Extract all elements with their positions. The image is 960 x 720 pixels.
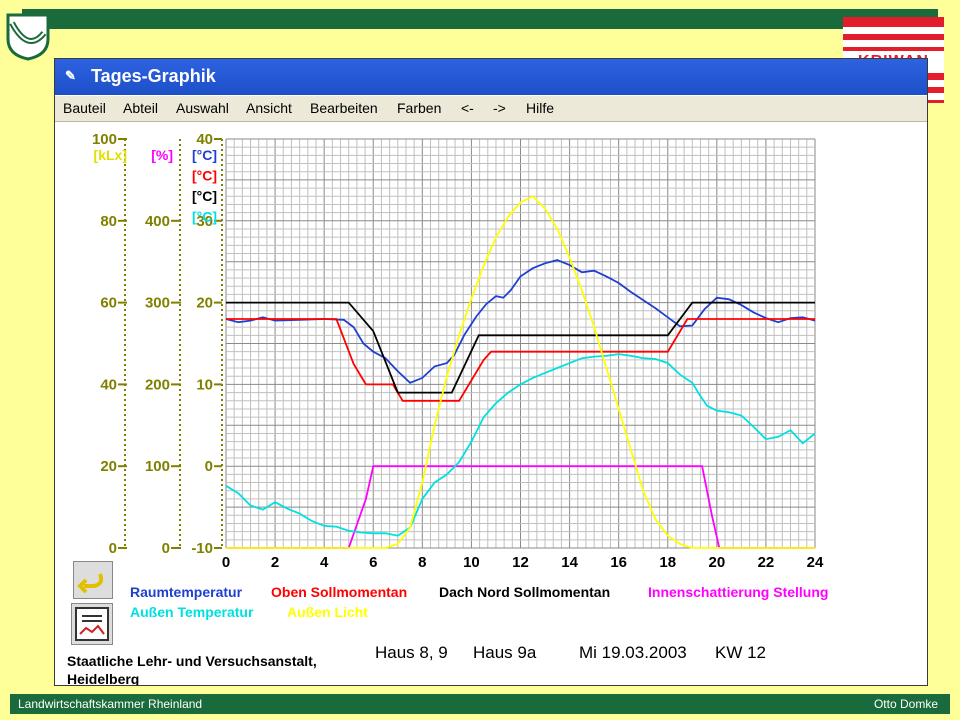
report-chart-icon (75, 607, 109, 641)
temp-tick-label: -10 (191, 540, 213, 557)
footer-left: Landwirtschaftskammer Rheinland (18, 697, 203, 711)
percent-tick-label: 400 (145, 213, 170, 230)
house2-label: Haus 9a (473, 643, 537, 662)
klx-tick-label: 100 (92, 131, 117, 148)
klx-unit-label: [kLx] (94, 147, 127, 163)
x-tick-label: 14 (561, 554, 578, 571)
series-line-oben-sollmomentan (226, 318, 815, 402)
window-title: Tages-Graphik (91, 66, 216, 86)
temp-unit-label: [°C] (192, 209, 217, 225)
menu-bearbeiten[interactable]: Bearbeiten (310, 100, 378, 116)
x-tick-label: 20 (708, 554, 725, 571)
percent-unit-label: [%] (151, 147, 173, 163)
legend-item: Innenschattierung Stellung (648, 584, 828, 600)
footer-right: Otto Domke (873, 697, 938, 711)
klx-tick-label: 0 (109, 540, 117, 557)
x-tick-label: 4 (320, 554, 329, 571)
percent-tick-label: 0 (162, 540, 170, 557)
top-band (22, 9, 938, 29)
temp-unit-label: [°C] (192, 188, 217, 204)
series-line-au-en-licht (226, 195, 815, 549)
menu-auswahl[interactable]: Auswahl (176, 100, 229, 116)
x-tick-label: 10 (463, 554, 480, 571)
legend-item: Raumtemperatur (130, 584, 243, 600)
percent-tick-label: 200 (145, 376, 170, 393)
bottom-band: Landwirtschaftskammer Rheinland Otto Dom… (10, 694, 950, 714)
temp-tick-label: 20 (196, 295, 213, 312)
menu-bar: Bauteil Abteil Auswahl Ansicht Bearbeite… (55, 96, 927, 122)
back-button[interactable] (73, 561, 113, 599)
week-label: KW 12 (715, 643, 767, 662)
menu-back[interactable]: <- (461, 100, 474, 116)
legend-item: Dach Nord Sollmomentan (439, 584, 610, 600)
menu-farben[interactable]: Farben (397, 100, 442, 116)
x-tick-label: 2 (271, 554, 279, 571)
x-tick-label: 6 (369, 554, 377, 571)
klx-tick-label: 60 (100, 295, 117, 312)
klx-tick-label: 40 (100, 376, 117, 393)
legend-item: Außen Temperatur (130, 604, 254, 620)
x-tick-label: 0 (222, 554, 230, 571)
undo-arrow-icon (77, 573, 104, 594)
app-icon: ✎ (65, 68, 76, 83)
legend-item: Oben Sollmomentan (271, 584, 407, 600)
x-tick-label: 16 (610, 554, 627, 571)
series-line-innenschattierung-stellung (226, 465, 815, 549)
date-label: Mi 19.03.2003 (579, 643, 687, 662)
series-line-raumtemperatur (225, 259, 816, 384)
menu-bauteil[interactable]: Bauteil (63, 100, 106, 116)
day-chart: 0 2 4 6 8 10 12 14 16 18 20 22 240204060801000100200… (92, 131, 829, 620)
menu-ansicht[interactable]: Ansicht (246, 100, 292, 116)
window-titlebar: ✎ Tages-Graphik (55, 59, 927, 95)
temp-tick-label: 10 (196, 376, 213, 393)
temp-tick-label: 30 (196, 213, 213, 230)
house-label: Haus 8, 9 (375, 643, 448, 662)
institution-line2: Heidelberg (67, 671, 140, 686)
report-button[interactable] (71, 603, 113, 645)
series-line-au-en-temperatur (225, 353, 816, 537)
menu-forward[interactable]: -> (493, 100, 506, 116)
temp-unit-label: [°C] (192, 147, 217, 163)
temp-tick-label: 40 (196, 131, 213, 148)
coat-of-arms-icon (6, 13, 50, 61)
x-tick-label: 8 (418, 554, 426, 571)
series-line-dach-nord-sollmomentan (226, 301, 815, 394)
institution-line1: Staatliche Lehr- und Versuchsanstalt, (67, 653, 317, 669)
klx-tick-label: 80 (100, 213, 117, 230)
menu-hilfe[interactable]: Hilfe (526, 100, 555, 116)
x-tick-label: 12 (512, 554, 529, 571)
x-tick-label: 18 (659, 554, 676, 571)
menu-abteil[interactable]: Abteil (123, 100, 159, 116)
chart-window: ✎ Tages-Graphik Bauteil Abteil Auswahl A… (54, 58, 928, 686)
temp-unit-label: [°C] (192, 168, 217, 184)
percent-tick-label: 300 (145, 295, 170, 312)
percent-tick-label: 100 (145, 458, 170, 475)
x-tick-label: 24 (807, 554, 824, 571)
temp-tick-label: 0 (205, 458, 213, 475)
legend-item: Außen Licht (287, 604, 368, 620)
x-tick-label: 22 (758, 554, 775, 571)
klx-tick-label: 20 (100, 458, 117, 475)
